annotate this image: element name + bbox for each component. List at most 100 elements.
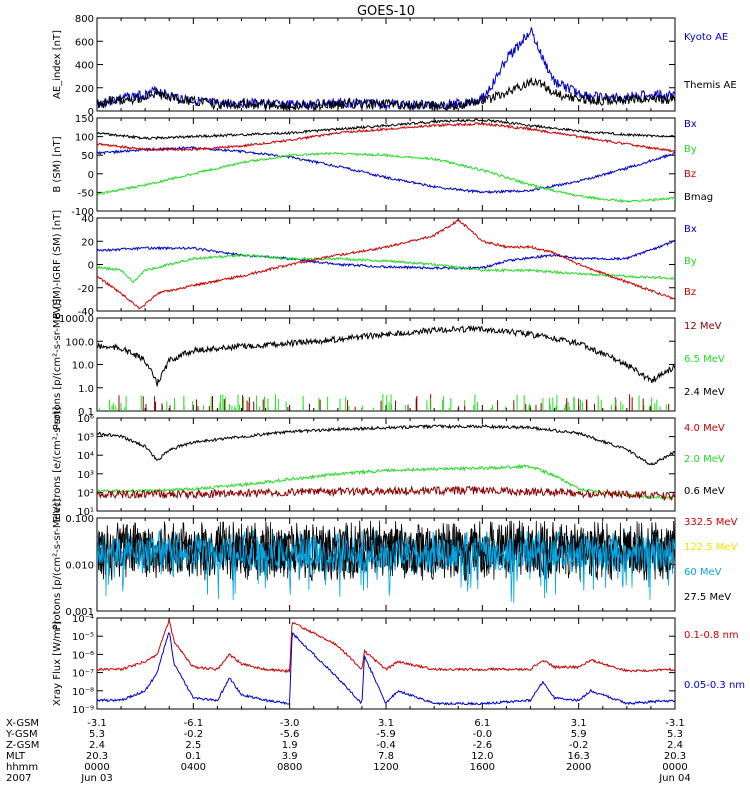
y-tick-label: 150: [75, 114, 94, 125]
x-row-value: 2.5: [185, 740, 201, 751]
y-tick-label: 0.1: [78, 407, 94, 418]
legend-label: 0.6 MeV: [684, 486, 725, 497]
x-row-value: 1200: [373, 762, 398, 773]
series-group: [97, 618, 675, 706]
panel-frame: [96, 217, 676, 312]
y-tick-label: 10⁻⁶: [72, 650, 94, 661]
y-tick-label: 400: [75, 61, 94, 72]
y-tick-label: 50: [81, 151, 94, 162]
series-line-cyan: [97, 536, 675, 604]
legend-label: Themis AE: [683, 80, 737, 91]
date-end: Jun 04: [658, 773, 691, 784]
y-tick-label: 10⁻⁷: [72, 669, 94, 680]
x-row-value: -5.6: [280, 729, 300, 740]
x-row-value: 5.9: [571, 729, 587, 740]
legend-label: By: [684, 144, 697, 155]
x-row-value: 2.4: [89, 740, 105, 751]
x-row-value: 2.4: [667, 740, 683, 751]
x-row-value: 5.3: [667, 729, 683, 740]
legend-label: Bz: [684, 169, 696, 180]
x-row-value: 6.1: [474, 718, 490, 729]
x-row-value: 0000: [84, 762, 109, 773]
y-tick-label: -40: [78, 307, 94, 318]
panel-frame: [96, 417, 676, 512]
y-axis-label: AE_index [nT]: [52, 30, 63, 99]
series-line: [97, 253, 675, 284]
y-axis-label: Xray Flux [W/m²]: [52, 621, 63, 706]
series-line: [97, 324, 675, 387]
x-row-value: 0.1: [185, 751, 201, 762]
x-row-value: -3.1: [665, 718, 685, 729]
legend-label: 2.4 MeV: [684, 387, 725, 398]
y-tick-label: 10⁻⁵: [72, 632, 94, 643]
series-group: [97, 423, 675, 502]
series-line: [97, 219, 675, 310]
series-line: [97, 239, 675, 271]
y-tick-label: 10⁴: [77, 451, 94, 462]
x-row-value: -0.0: [473, 729, 493, 740]
x-row-value: 1.9: [282, 740, 298, 751]
panel-7: 10⁻⁹ 10⁻⁸ 10⁻⁷ 10⁻⁶ 10⁻⁵ 10⁻⁴ Xray Flux [W/m²]…: [52, 614, 745, 716]
series-group: [97, 219, 675, 310]
x-row-value: 12.0: [471, 751, 493, 762]
series-group: [97, 520, 675, 604]
y-tick-label: 10⁶: [77, 414, 94, 425]
y-tick-label: 10⁵: [77, 433, 94, 444]
y-tick-label: 10²: [77, 488, 94, 499]
x-row-value: 2000: [566, 762, 591, 773]
x-row-value: 5.3: [89, 729, 105, 740]
x-row-label: X-GSM: [6, 718, 39, 729]
series-line: [97, 151, 675, 204]
x-row-value: -0.2: [569, 740, 589, 751]
legend-label: 27.5 MeV: [684, 592, 731, 603]
y-tick-label: -20: [78, 284, 94, 295]
x-row-label: Y-GSM: [5, 729, 38, 740]
y-tick-label: 10⁻⁸: [72, 687, 94, 698]
y-axis-label: B (SM)-IGRF (SM) [nT]: [52, 210, 63, 319]
x-row-label: hhmm: [6, 762, 38, 773]
series-line: [97, 118, 675, 141]
legend-label: 60 MeV: [684, 567, 722, 578]
legend-label: Bz: [684, 287, 696, 298]
y-tick-label: 40: [81, 214, 94, 225]
series-group: [97, 27, 675, 111]
series-line: [97, 27, 675, 111]
x-row-value: -5.9: [376, 729, 396, 740]
x-row-value: -6.1: [184, 718, 204, 729]
legend-label: 6.5 MeV: [684, 354, 725, 365]
y-tick-label: 0: [88, 107, 94, 118]
x-row-value: 3.9: [282, 751, 298, 762]
x-row-value: 7.8: [378, 751, 394, 762]
panel-3: -40 -20 0 20 40 B (SM)-IGRF (SM) [nT] Bx By Bz: [52, 210, 697, 319]
y-tick-label: 10.0: [72, 361, 94, 372]
y-tick-label: 600: [75, 37, 94, 48]
x-row-value: 20.3: [664, 751, 686, 762]
x-row-label: 2007: [6, 773, 31, 784]
x-row-label: MLT: [6, 751, 26, 762]
y-tick-label: 10⁻⁴: [72, 614, 94, 625]
x-row-label: Z-GSM: [6, 740, 39, 751]
x-row-value: 0000: [662, 762, 687, 773]
x-row-value: 20.3: [86, 751, 108, 762]
y-tick-label: 1000.0: [59, 314, 94, 325]
x-row-value: 16.3: [568, 751, 590, 762]
legend-label: Bx: [684, 119, 697, 130]
series-line: [97, 145, 675, 195]
legend-label: Bx: [684, 224, 697, 235]
legend-label: 332.5 MeV: [684, 517, 738, 528]
legend-label: 12 MeV: [684, 321, 722, 332]
date-start: Jun 03: [80, 773, 113, 784]
y-axis-label: B (SM) [nT]: [52, 136, 63, 192]
x-row-value: -3.1: [87, 718, 107, 729]
panel-5: 10¹ 10² 10³ 10⁴ 10⁵ 10⁶ Electrons [e/(cm²-s-sr…: [52, 407, 725, 523]
y-tick-label: -100: [71, 207, 94, 218]
series-line: [97, 122, 675, 153]
legend-label: 4.0 MeV: [684, 423, 725, 434]
x-row-value: -0.4: [376, 740, 396, 751]
x-row-value: 3.1: [571, 718, 587, 729]
y-tick-label: 10⁻⁹: [72, 705, 94, 716]
x-row-value: -3.0: [280, 718, 300, 729]
y-tick-label: 200: [75, 84, 94, 95]
